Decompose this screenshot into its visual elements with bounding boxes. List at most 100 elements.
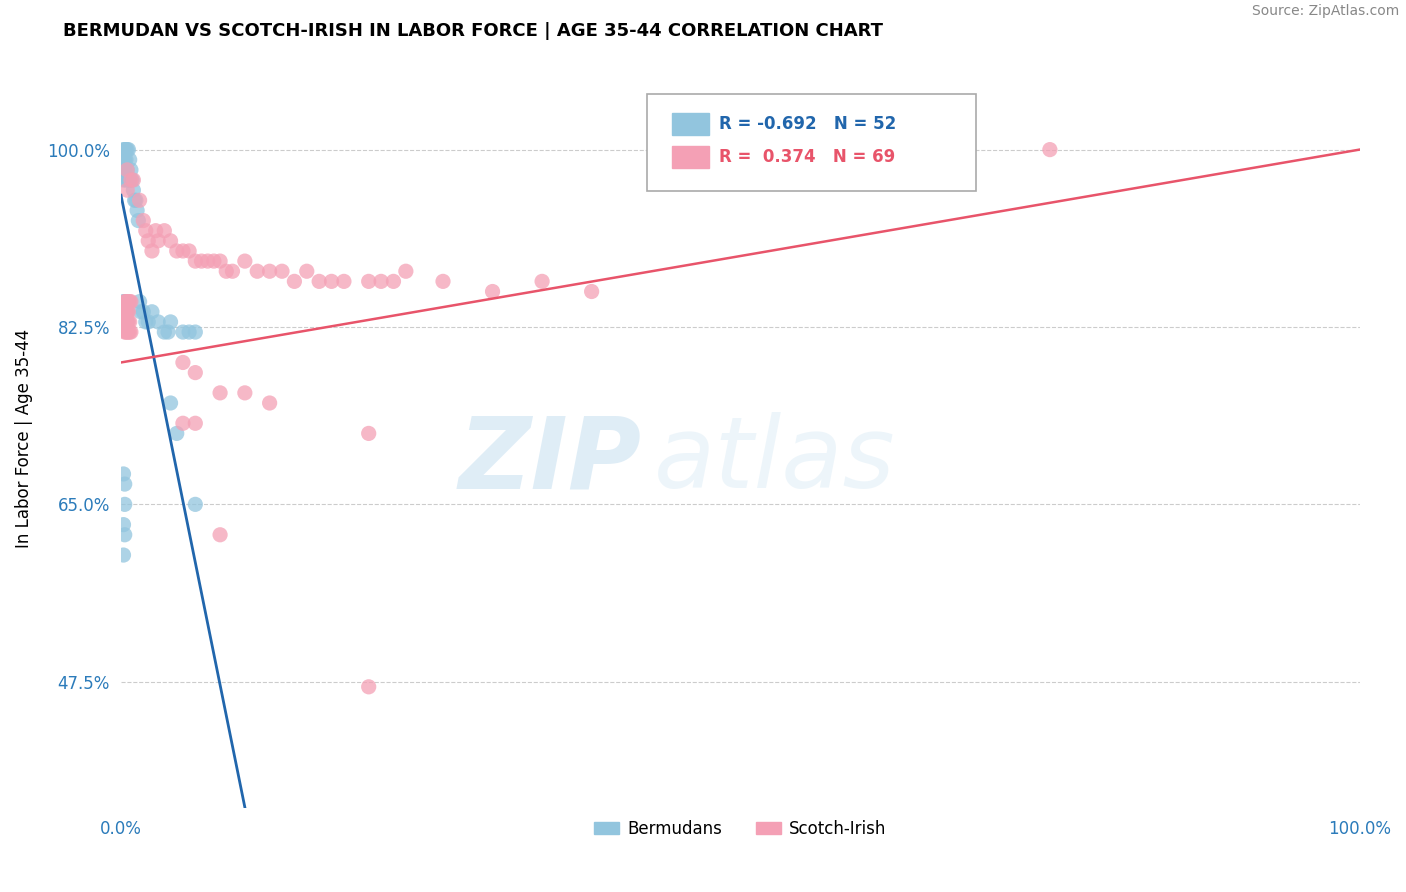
Point	[115, 315, 138, 329]
Point	[112, 467, 135, 481]
Point	[146, 315, 169, 329]
Point	[190, 254, 212, 268]
Point	[115, 162, 138, 177]
Point	[172, 417, 194, 431]
Point	[259, 264, 281, 278]
Point	[141, 244, 163, 258]
Point	[172, 244, 194, 258]
Point	[114, 162, 136, 177]
Point	[118, 173, 141, 187]
Point	[115, 143, 138, 157]
Point	[221, 264, 243, 278]
Point	[215, 264, 238, 278]
Point	[321, 274, 343, 288]
Point	[128, 194, 150, 208]
Point	[357, 680, 380, 694]
Point	[120, 325, 142, 339]
Point	[114, 315, 136, 329]
Text: atlas: atlas	[654, 412, 896, 509]
Point	[115, 305, 138, 319]
Point	[122, 183, 145, 197]
Point	[127, 213, 149, 227]
Point	[166, 426, 188, 441]
Point	[115, 173, 138, 187]
Point	[114, 325, 136, 339]
Point	[132, 213, 155, 227]
Point	[172, 325, 194, 339]
Point	[122, 173, 145, 187]
Point	[112, 153, 135, 167]
Text: Source: ZipAtlas.com: Source: ZipAtlas.com	[1251, 4, 1399, 19]
Point	[283, 274, 305, 288]
Text: ZIP: ZIP	[458, 412, 641, 509]
Point	[121, 173, 143, 187]
Point	[184, 366, 207, 380]
Point	[333, 274, 356, 288]
Point	[146, 234, 169, 248]
Point	[135, 315, 157, 329]
Point	[120, 173, 142, 187]
Point	[114, 294, 136, 309]
Point	[114, 294, 136, 309]
Point	[118, 294, 141, 309]
Y-axis label: In Labor Force | Age 35-44: In Labor Force | Age 35-44	[15, 329, 32, 548]
Point	[128, 294, 150, 309]
Point	[145, 224, 167, 238]
Point	[112, 548, 135, 562]
Bar	[672, 146, 709, 169]
Point	[118, 315, 141, 329]
Point	[135, 224, 157, 238]
Point	[129, 305, 152, 319]
Point	[115, 294, 138, 309]
Point	[370, 274, 392, 288]
Point	[172, 355, 194, 369]
Point	[209, 528, 232, 542]
Point	[114, 153, 136, 167]
Point	[115, 153, 138, 167]
Point	[117, 143, 139, 157]
Point	[115, 305, 138, 319]
Text: R =  0.374   N = 69: R = 0.374 N = 69	[720, 148, 896, 166]
Point	[114, 315, 136, 329]
Point	[112, 143, 135, 157]
Point	[118, 325, 141, 339]
Point	[115, 315, 138, 329]
Point	[179, 244, 201, 258]
Point	[357, 426, 380, 441]
Point	[295, 264, 318, 278]
Point	[184, 254, 207, 268]
Point	[115, 294, 138, 309]
Point	[581, 285, 603, 299]
Point	[209, 254, 232, 268]
Point	[357, 274, 380, 288]
Point	[481, 285, 503, 299]
Legend: Bermudans, Scotch-Irish: Bermudans, Scotch-Irish	[588, 814, 893, 845]
Point	[112, 305, 135, 319]
Point	[382, 274, 405, 288]
Point	[136, 315, 159, 329]
Point	[246, 264, 269, 278]
Point	[117, 173, 139, 187]
Point	[184, 497, 207, 511]
Point	[114, 305, 136, 319]
Point	[159, 396, 181, 410]
Bar	[672, 113, 709, 135]
Point	[114, 497, 136, 511]
Point	[114, 528, 136, 542]
Point	[209, 385, 232, 400]
Point	[271, 264, 294, 278]
FancyBboxPatch shape	[647, 95, 976, 191]
Point	[112, 173, 135, 187]
Point	[120, 294, 142, 309]
Point	[432, 274, 454, 288]
Point	[112, 162, 135, 177]
Point	[115, 143, 138, 157]
Point	[117, 315, 139, 329]
Text: BERMUDAN VS SCOTCH-IRISH IN LABOR FORCE | AGE 35-44 CORRELATION CHART: BERMUDAN VS SCOTCH-IRISH IN LABOR FORCE …	[63, 22, 883, 40]
Point	[125, 194, 148, 208]
Point	[115, 325, 138, 339]
Point	[1039, 143, 1062, 157]
Point	[115, 325, 138, 339]
Point	[115, 162, 138, 177]
Point	[531, 274, 554, 288]
